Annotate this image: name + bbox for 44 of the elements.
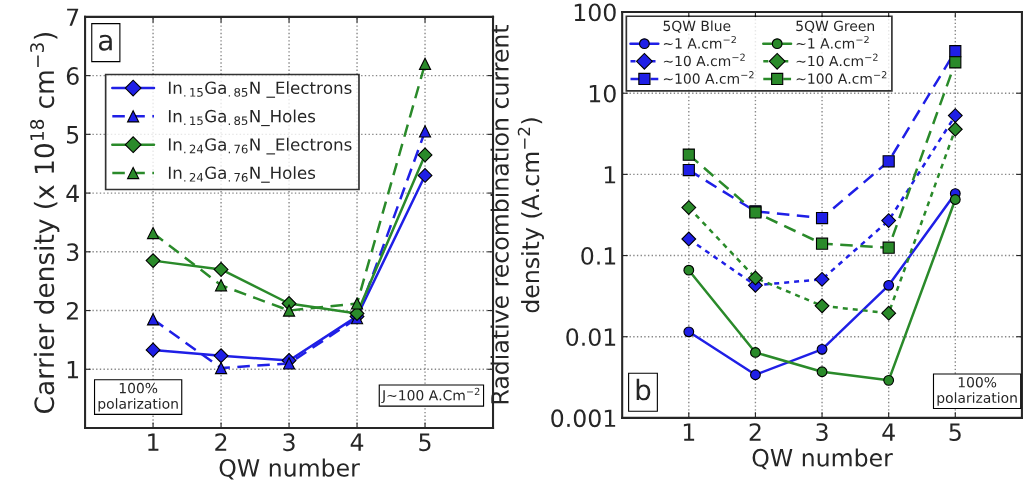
annotation: a [98, 34, 112, 51]
annotation: 100% polarization [98, 382, 178, 412]
y-tick-label: 4 [66, 184, 79, 203]
legend-label: In$_{.24}$Ga$_{.76}$N_Holes [168, 166, 316, 183]
x-tick-label: 3 [283, 433, 295, 452]
x-tick-label: 3 [816, 423, 828, 442]
y-tick-label: 0.001 [551, 409, 616, 428]
legend-label: In$_{.24}$Ga$_{.76}$N _Electrons [168, 137, 352, 155]
y-tick-label: 1 [604, 166, 616, 184]
annotation: 5QW Blue [663, 20, 731, 33]
annotation: 5QW Green [796, 20, 875, 33]
x-tick-label: 1 [683, 423, 695, 441]
x-tick-label: 5 [949, 423, 961, 442]
x-tick-label: 1 [148, 433, 159, 451]
legend-label: ~1 A.cm$^{−2}$ [663, 35, 736, 49]
y-tick-label: 7 [67, 8, 79, 26]
annotation: J~100 A.Cm$^{−2}$ [381, 387, 480, 404]
x-axis-title: QW number [752, 448, 893, 470]
annotation: 100% polarization [937, 376, 1017, 406]
legend-label: ~10 A.cm$^{−2}$ [796, 53, 878, 67]
legend-label: ~10 A.cm$^{−2}$ [663, 53, 745, 67]
y-axis-title: Radiative recombination current density (A.cm$^{−2}$) [490, 24, 544, 404]
legend-label: ~1 A.cm$^{−2}$ [796, 35, 869, 49]
legend-label: In$_{.15}$Ga$_{.85}$N_Holes [168, 109, 316, 127]
y-tick-label: 10 [589, 84, 616, 103]
x-tick-label: 2 [215, 433, 227, 451]
y-axis-title: Carrier density (x 10$^{18}$ cm$^{−3}$) [30, 32, 60, 413]
y-tick-label: 6 [66, 67, 79, 85]
y-tick-label: 100 [574, 3, 616, 22]
y-tick-label: 3 [66, 243, 79, 262]
y-tick-label: 2 [66, 301, 78, 320]
x-tick-label: 4 [350, 433, 364, 451]
legend-label: ~100 A.cm$^{−2}$ [796, 71, 887, 84]
legend-label: In$_{.15}$Ga$_{.85}$N _Electrons [168, 81, 352, 98]
x-tick-label: 4 [882, 423, 895, 441]
x-tick-label: 5 [419, 433, 431, 452]
annotation: b [636, 378, 651, 401]
y-tick-label: 5 [67, 126, 79, 144]
x-axis-title: QW number [219, 458, 360, 480]
x-tick-label: 2 [749, 423, 761, 441]
y-tick-label: 0.01 [566, 328, 616, 347]
y-tick-label: 1 [67, 361, 79, 379]
y-tick-label: 0.1 [581, 247, 616, 265]
legend-label: ~100 A.cm$^{−2}$ [663, 71, 754, 84]
